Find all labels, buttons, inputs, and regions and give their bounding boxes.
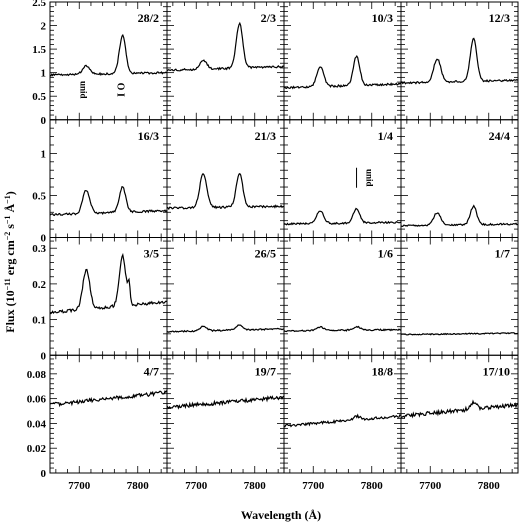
y-tick-label: 0.5 xyxy=(32,91,46,103)
x-tick-label: 7700 xyxy=(68,480,91,492)
x-tick-label: 7800 xyxy=(127,480,150,492)
spectrum-line xyxy=(283,54,402,90)
panel-date-label: 1/7 xyxy=(495,247,510,261)
spectrum-line xyxy=(49,252,167,315)
panel-date-label: 19/7 xyxy=(255,364,276,378)
panel-date-label: 17/10 xyxy=(483,364,510,378)
spectrum-line xyxy=(166,395,285,410)
panel-3-0: 4/7 0 0.02 0.04 0.06 0.08 7700 7800 xyxy=(27,354,168,492)
panel-2-0: 3/5 0 0.1 0.2 0.3 xyxy=(32,237,168,362)
panel-date-label: 1/6 xyxy=(378,247,393,261)
spectrum-line xyxy=(400,204,518,228)
panel-1-0: 16/3 0 0.5 1 xyxy=(32,119,168,245)
y-tick-label: 0.5 xyxy=(32,190,46,202)
spectrum-line xyxy=(166,172,284,211)
panel-1-2: 1/4 unid xyxy=(283,119,402,238)
x-axis-label: Wavelength (Å) xyxy=(241,508,321,522)
panel-0-3: 12/3 xyxy=(400,1,519,121)
panel-1-1: 21/3 xyxy=(166,119,285,238)
y-tick-label: 2.5 xyxy=(32,0,46,9)
spectrum-line xyxy=(400,332,518,336)
panel-date-label: 28/2 xyxy=(138,11,159,25)
x-tick-label: 7700 xyxy=(419,480,442,492)
y-tick-label: 0.02 xyxy=(27,443,47,455)
panel-3-2: 18/8 7700 7800 xyxy=(283,354,402,492)
panel-2-3: 1/7 xyxy=(400,237,519,356)
panel-0-1: 2/3 xyxy=(166,1,285,121)
spectrum-line xyxy=(49,33,168,77)
spectrum-line xyxy=(283,325,401,333)
spectrum-line xyxy=(49,390,168,408)
y-tick-label: 0 xyxy=(41,115,47,127)
unid-label: unid xyxy=(365,169,375,187)
y-tick-label: 0.04 xyxy=(27,418,47,430)
panel-date-label: 3/5 xyxy=(144,247,159,261)
x-tick-label: 7800 xyxy=(478,480,501,492)
y-tick-label: 0 xyxy=(41,350,47,362)
oi-label: O I xyxy=(115,83,126,97)
spectrum-line xyxy=(49,185,168,217)
spectrum-line xyxy=(166,324,284,333)
panel-date-label: 16/3 xyxy=(138,129,159,143)
y-tick-label: 0.1 xyxy=(32,315,46,327)
panel-date-label: 12/3 xyxy=(489,11,510,25)
panel-2-1: 26/5 xyxy=(166,237,285,356)
panel-frame xyxy=(400,354,519,474)
panel-0-2: 10/3 xyxy=(283,1,402,121)
x-tick-label: 7800 xyxy=(361,480,384,492)
spectrum-line xyxy=(283,207,402,226)
x-tick-label: 7700 xyxy=(185,480,208,492)
y-tick-label: 1 xyxy=(41,68,47,80)
y-tick-label: 0.06 xyxy=(27,394,47,406)
y-tick-label: 0 xyxy=(41,468,47,480)
panel-date-label: 10/3 xyxy=(372,11,393,25)
spectrum-line xyxy=(400,399,519,419)
panel-2-2: 1/6 xyxy=(283,237,402,356)
panel-0-0: 28/2 unid O I 0 0.5 1 1.5 2 2.5 xyxy=(32,0,168,127)
panel-date-label: 21/3 xyxy=(255,129,276,143)
y-tick-label: 0 xyxy=(41,233,47,245)
panel-3-1: 19/7 7700 7800 xyxy=(166,354,285,492)
y-tick-label: 2 xyxy=(41,21,47,33)
panel-date-label: 26/5 xyxy=(255,247,276,261)
y-tick-label: 0.3 xyxy=(32,243,46,255)
x-tick-label: 7800 xyxy=(244,480,267,492)
unid-label: unid xyxy=(78,81,88,99)
y-axis-label: Flux (10−11 erg cm−2 s−1 Å−1) xyxy=(3,191,18,332)
y-tick-label: 1.5 xyxy=(32,44,46,56)
spectrum-line xyxy=(400,37,519,85)
y-tick-label: 0.2 xyxy=(32,279,46,291)
y-tick-label: 1 xyxy=(41,148,47,160)
spectrum-line xyxy=(166,21,284,72)
panel-date-label: 4/7 xyxy=(144,364,159,378)
panel-date-label: 1/4 xyxy=(378,129,393,143)
panel-date-label: 2/3 xyxy=(261,11,276,25)
y-tick-label: 0.08 xyxy=(27,369,47,381)
spectrum-line xyxy=(283,413,401,428)
x-tick-label: 7700 xyxy=(302,480,325,492)
panel-date-label: 24/4 xyxy=(489,129,510,143)
panel-1-3: 24/4 xyxy=(400,119,519,238)
panel-3-3: 17/10 7700 7800 xyxy=(400,354,519,492)
panel-date-label: 18/8 xyxy=(372,364,393,378)
